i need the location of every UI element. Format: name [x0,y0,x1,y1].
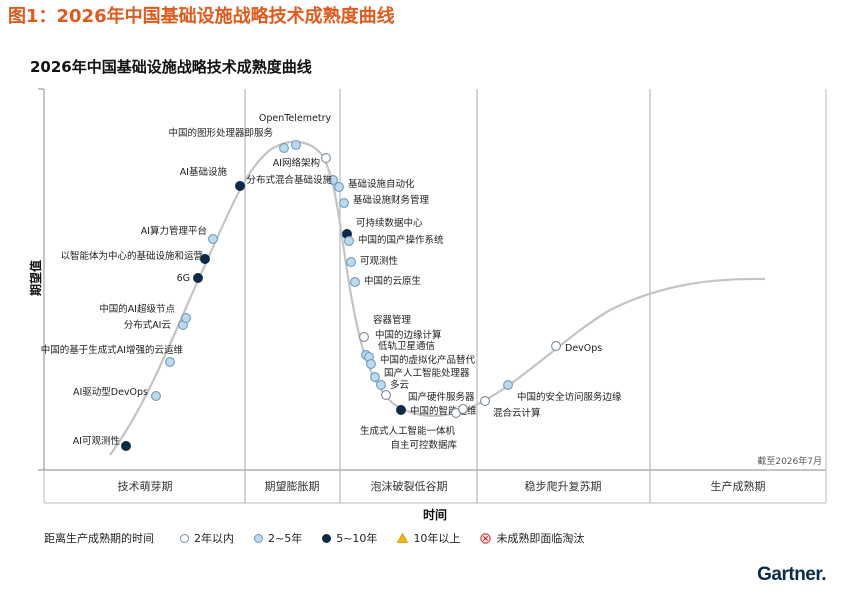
y-axis-title: 期望值 [28,260,43,296]
legend-title: 距离生产成熟期的时间 [44,532,154,545]
tech-point-label: 分布式混合基础设施 [246,174,332,186]
phase-label-peak: 期望膨胀期 [265,479,320,493]
tech-point-marker [503,380,513,390]
tech-point-label: OpenTelemetry [259,113,332,124]
tech-point-label: 可持续数据中心 [356,217,423,229]
tech-point-label: 中国的基于生成式AI增强的云运维 [41,344,184,356]
tech-point-label: 中国的国产操作系统 [358,234,444,246]
legend-item-gt10: 10年以上 [397,530,460,546]
legend-swatch-5to10 [322,533,332,543]
tech-point-label: 多云 [390,379,409,391]
tech-point-label: 以智能体为中心的基础设施和运营 [60,250,203,262]
legend-swatch-2to5 [254,533,263,543]
legend-label-lt2: 2年以内 [194,532,234,545]
as-of-note: 截至2026年7月 [757,455,822,467]
tech-point-label: AI网络架构 [273,157,320,169]
tech-point-marker [208,234,218,244]
tech-point-label: 中国的边缘计算 [375,329,442,341]
legend-label-obsolete: 未成熟即面临淘汰 [496,532,585,545]
tech-point-label: 容器管理 [373,314,412,326]
tech-point-marker [396,405,406,415]
tech-point-marker [551,341,561,351]
tech-point-label: 国产人工智能处理器 [384,367,470,379]
tech-point-marker [121,441,131,451]
tech-point-marker [480,396,490,406]
tech-point-marker [346,257,356,267]
tech-point-label: 中国的AI超级节点 [99,303,175,315]
tech-point-label: DevOps [565,343,602,354]
tech-point-marker [279,143,289,153]
phase-label-plateau: 生产成熟期 [711,479,766,493]
tech-point-marker [291,140,301,150]
legend-item-obsolete: 未成熟即面临淘汰 [480,530,584,546]
tech-point-marker [328,175,338,185]
tech-point-marker [165,357,175,367]
tech-point-label: 混合云计算 [493,407,541,419]
legend-item-5to10: 5~10年 [322,530,377,546]
legend-item-2to5: 2~5年 [254,530,302,546]
tech-point-marker [321,153,331,163]
tech-point-label: AI基础设施 [180,166,228,178]
x-axis-title: 时间 [423,507,447,522]
tech-point-label: 可观测性 [360,255,399,267]
hype-curve [109,140,766,456]
tech-point-label: 基础设施自动化 [348,178,415,190]
obsolete-cross-icon [480,532,492,544]
figure-caption: 图1：2026年中国基础设施战略技术成熟度曲线 [8,6,395,27]
tech-point-marker [370,372,380,382]
tech-point-label: 低轨卫星通信 [378,340,435,352]
legend-label-2to5: 2~5年 [268,532,303,545]
tech-point-label: 生成式人工智能一体机 [360,425,456,437]
legend-label-5to10: 5~10年 [336,532,378,545]
tech-point-marker [366,359,376,369]
tech-point-marker [350,277,360,287]
tech-point-marker [359,332,369,342]
brand-text: Gartner [757,564,822,585]
tech-point-label: 基础设施财务管理 [353,194,430,206]
tech-point-marker [181,313,191,323]
tech-point-label: 国产硬件服务器 [408,391,475,403]
phase-label-trigger: 技术萌芽期 [118,479,173,493]
triangle-icon [397,533,409,543]
tech-point-marker [381,390,391,400]
gartner-logo: Gartner. [757,564,826,585]
tech-point-marker [334,182,344,192]
chart-title: 2026年中国基础设施战略技术成熟度曲线 [30,58,312,76]
phase-label-trough: 泡沫破裂低谷期 [371,479,448,493]
tech-point-marker [344,236,354,246]
phase-label-slope: 稳步爬升复苏期 [525,479,602,493]
tech-point-label: AI驱动型DevOps [73,387,148,398]
tech-point-marker [235,181,245,191]
tech-point-label: 中国的云原生 [364,275,422,287]
tech-point-label: 分布式AI云 [124,319,171,331]
legend: 距离生产成熟期的时间 2年以内 2~5年 5~10年 10年以上 未成熟即面临淘… [44,530,604,546]
tech-point-marker [200,254,210,264]
tech-point-label: 中国的虚拟化产品替代 [380,354,476,366]
tech-point-label: AI算力管理平台 [141,225,207,237]
legend-item-lt2: 2年以内 [180,530,234,546]
tech-point-marker [151,391,161,401]
tech-point-marker [193,273,203,283]
tech-point-label: AI可观测性 [73,435,121,447]
tech-point-label: 中国的图形处理器即服务 [168,127,273,139]
tech-point-label: 中国的安全访问服务边缘 [517,391,622,403]
tech-point-marker [376,380,386,390]
tech-point-marker [458,404,468,414]
legend-label-gt10: 10年以上 [413,532,461,545]
tech-point-marker [339,198,349,208]
tech-point-label: 自主可控数据库 [390,439,457,451]
points-layer: AI可观测性AI驱动型DevOps中国的基于生成式AI增强的云运维分布式AI云中… [41,113,622,451]
tech-point-label: 6G [177,273,190,284]
legend-swatch-lt2 [180,533,189,543]
